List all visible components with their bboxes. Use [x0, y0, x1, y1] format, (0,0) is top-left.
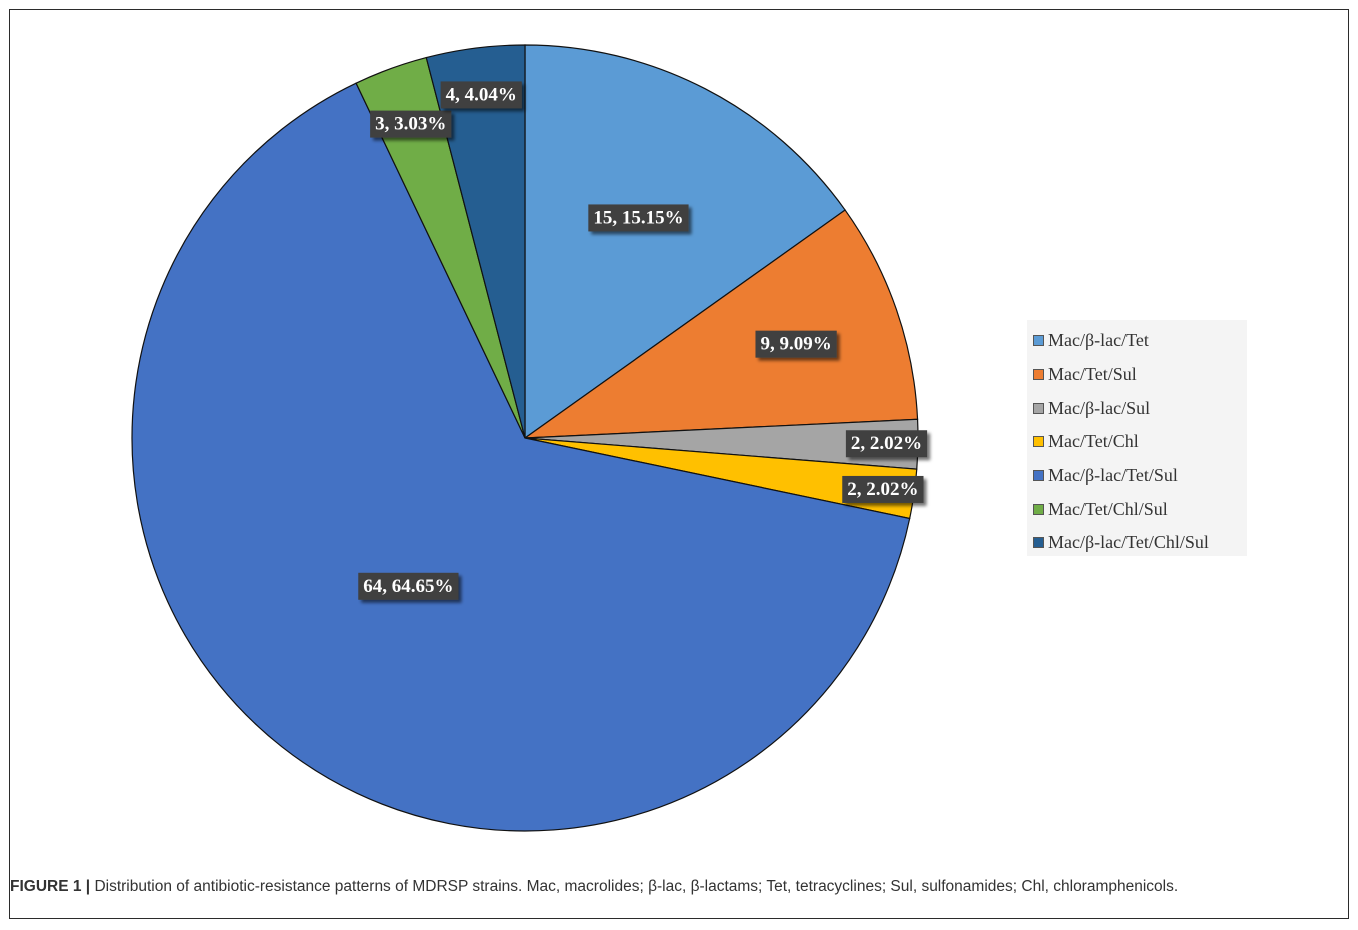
pie-data-label-text: 4, 4.04%	[446, 84, 517, 105]
legend-swatch	[1033, 537, 1044, 549]
pie-data-label: 15, 15.15%	[588, 204, 689, 232]
pie-data-label-box	[842, 475, 924, 503]
legend-label: Mac/β-lac/Tet/Chl/Sul	[1048, 532, 1209, 553]
pie-data-label-text: 64, 64.65%	[363, 576, 453, 597]
pie-data-label-text: 3, 3.03%	[375, 114, 446, 135]
pie-data-label: 64, 64.65%	[358, 572, 459, 600]
legend-swatch	[1033, 470, 1044, 482]
legend-item: Mac/Tet/Chl/Sul	[1033, 492, 1241, 526]
pie-data-label-box	[440, 81, 522, 109]
pie-slice	[131, 82, 911, 832]
pie-data-label-text: 2, 2.02%	[851, 433, 922, 454]
legend-label: Mac/Tet/Chl/Sul	[1048, 498, 1168, 519]
pie-chart: 15, 15.15% 9, 9.09% 2, 2.02% 2, 2.02% 64, 64…	[131, 44, 928, 832]
pie-data-labels: 15, 15.15% 9, 9.09% 2, 2.02% 2, 2.02% 64, 64…	[358, 81, 928, 600]
legend-item: Mac/Tet/Chl	[1033, 425, 1241, 459]
chart-legend: Mac/β-lac/Tet Mac/Tet/Sul Mac/β-lac/Sul Mac…	[1027, 320, 1247, 556]
pie-data-label-text: 9, 9.09%	[760, 334, 831, 355]
pie-data-label: 4, 4.04%	[440, 81, 522, 109]
pie-data-label-box	[755, 330, 837, 358]
pie-data-label-box	[370, 110, 452, 138]
figure-caption: FIGURE 1 | Distribution of antibiotic-re…	[10, 876, 1330, 898]
legend-item: Mac/β-lac/Tet/Sul	[1033, 459, 1241, 493]
pie-data-label-text: 2, 2.02%	[847, 479, 918, 500]
pie-data-label-box	[845, 430, 928, 458]
legend-item: Mac/Tet/Sul	[1033, 358, 1241, 392]
pie-data-label-box	[358, 572, 459, 600]
legend-swatch	[1033, 436, 1044, 448]
legend-label: Mac/β-lac/Tet	[1048, 330, 1149, 351]
legend-swatch	[1033, 369, 1044, 381]
pie-data-label: 9, 9.09%	[755, 330, 837, 358]
pie-data-label-box	[588, 204, 689, 232]
pie-data-label: 2, 2.02%	[842, 475, 924, 503]
legend-swatch	[1033, 402, 1044, 414]
legend-label: Mac/β-lac/Tet/Sul	[1048, 465, 1178, 486]
figure-label: FIGURE 1 |	[10, 878, 91, 895]
legend-swatch	[1033, 335, 1044, 347]
legend-label: Mac/β-lac/Sul	[1048, 397, 1151, 418]
pie-data-label-text: 15, 15.15%	[593, 207, 683, 228]
legend-item: Mac/β-lac/Tet/Chl/Sul	[1033, 526, 1241, 560]
pie-data-label: 3, 3.03%	[370, 110, 452, 138]
caption-text: Distribution of antibiotic-resistance pa…	[90, 878, 1179, 895]
pie-slice	[522, 209, 919, 439]
legend-swatch	[1033, 503, 1044, 515]
legend-item: Mac/β-lac/Tet	[1033, 324, 1241, 358]
pie-slice	[524, 44, 846, 440]
legend-label: Mac/Tet/Chl	[1048, 431, 1139, 452]
legend-item: Mac/β-lac/Sul	[1033, 391, 1241, 425]
pie-slice	[425, 44, 526, 439]
pie-data-label: 2, 2.02%	[845, 430, 928, 458]
pie-slices	[131, 44, 919, 832]
legend-label: Mac/Tet/Sul	[1048, 364, 1137, 385]
